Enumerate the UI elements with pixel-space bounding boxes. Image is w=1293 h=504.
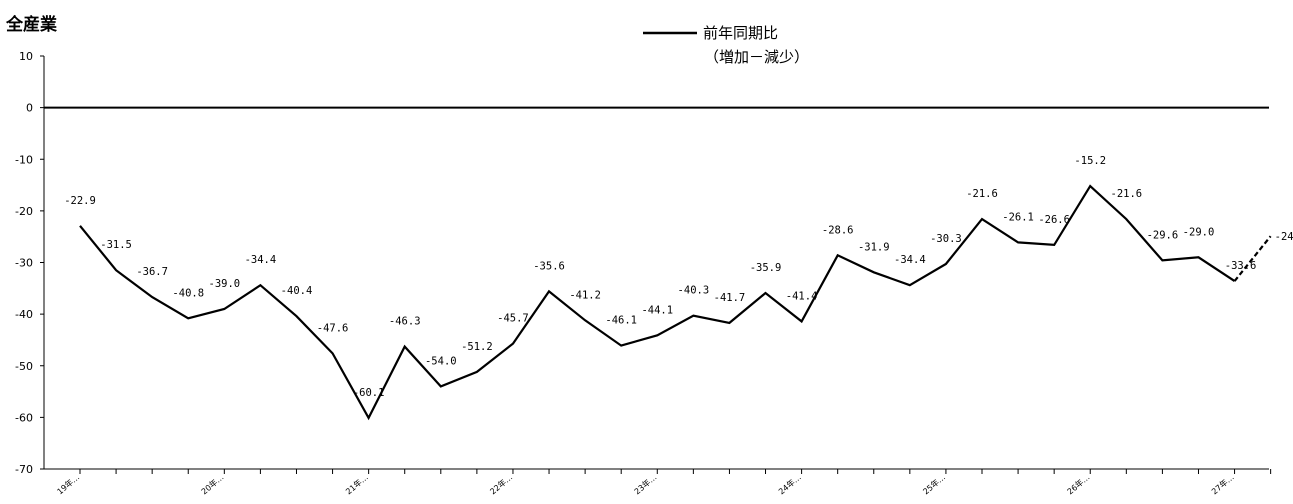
- y-tick-label: -10: [15, 153, 33, 166]
- y-tick-label: -30: [15, 257, 33, 270]
- data-label: -21.6: [1111, 188, 1143, 200]
- data-label: -47.6: [317, 322, 349, 334]
- y-tick-label: -50: [15, 360, 33, 373]
- legend-label-sub: （増加－減少）: [704, 48, 809, 66]
- data-label: -15.2: [1074, 155, 1106, 167]
- data-label: -24.9: [1275, 231, 1293, 243]
- data-label: -35.9: [750, 262, 782, 274]
- y-tick-label: -70: [15, 463, 33, 476]
- data-label: -26.1: [1002, 211, 1034, 223]
- data-label: -22.9: [64, 195, 96, 207]
- y-tick-label: -60: [15, 411, 33, 424]
- y-tick-label: 0: [26, 102, 33, 115]
- data-label: -40.8: [172, 287, 204, 299]
- axes: 10 0 -10 -20 -30 -40 -50 -60 -70 19年… 20年… 21年… 22年……: [15, 50, 1272, 496]
- y-tick-label: 10: [19, 50, 33, 63]
- legend-label: 前年同期比: [703, 24, 778, 42]
- legend: 前年同期比 （増加－減少）: [643, 24, 809, 66]
- y-tick-label: -40: [15, 308, 33, 321]
- data-label: -31.5: [100, 239, 132, 251]
- data-label: -41.7: [714, 292, 746, 304]
- y-tick-label: -20: [15, 205, 33, 218]
- series-line: [79, 184, 1236, 421]
- data-label: -46.1: [605, 315, 637, 327]
- data-label: -60.1: [353, 387, 385, 399]
- data-label: -45.7: [497, 313, 529, 325]
- data-label: -54.0: [425, 355, 457, 367]
- data-label: -34.4: [245, 254, 277, 266]
- data-label: -36.7: [136, 266, 168, 278]
- data-label: -51.2: [461, 341, 493, 353]
- data-label: -31.9: [858, 241, 890, 253]
- data-label: -35.6: [533, 260, 565, 272]
- data-label: -33.6: [1225, 260, 1257, 272]
- data-label: -29.0: [1183, 226, 1215, 238]
- data-label: -40.3: [678, 285, 710, 297]
- x-tick-label: 27年…: [1209, 472, 1235, 496]
- x-tick-label: 24年…: [776, 472, 802, 496]
- chart-title: 全産業: [5, 14, 57, 35]
- data-label: -39.0: [209, 278, 241, 290]
- data-label: -40.4: [281, 285, 313, 297]
- x-tick-label: 19年…: [55, 472, 81, 496]
- data-label: -28.6: [822, 224, 854, 236]
- data-label: -21.6: [966, 188, 998, 200]
- x-tick-label: 25年…: [921, 472, 947, 496]
- x-tick-label: 22年…: [488, 472, 514, 496]
- plot-area: -22.9 -31.5 -36.7 -40.8 -39.0 -34.4 -40.4 -47.6…: [64, 155, 1293, 421]
- x-tick-label: 20年…: [199, 472, 225, 496]
- data-label: -46.3: [389, 316, 421, 328]
- data-label: -44.1: [641, 304, 673, 316]
- data-label: -34.4: [894, 254, 926, 266]
- series-line-dashed: [1233, 235, 1272, 282]
- x-tick-label: 26年…: [1065, 472, 1091, 496]
- data-label: -41.4: [786, 290, 818, 302]
- x-tick-label: 21年…: [343, 472, 369, 496]
- data-label: -29.6: [1147, 229, 1179, 241]
- x-tick-label: 23年…: [632, 472, 658, 496]
- data-label: -30.3: [930, 233, 962, 245]
- data-label: -26.6: [1038, 214, 1070, 226]
- data-label: -41.2: [569, 289, 601, 301]
